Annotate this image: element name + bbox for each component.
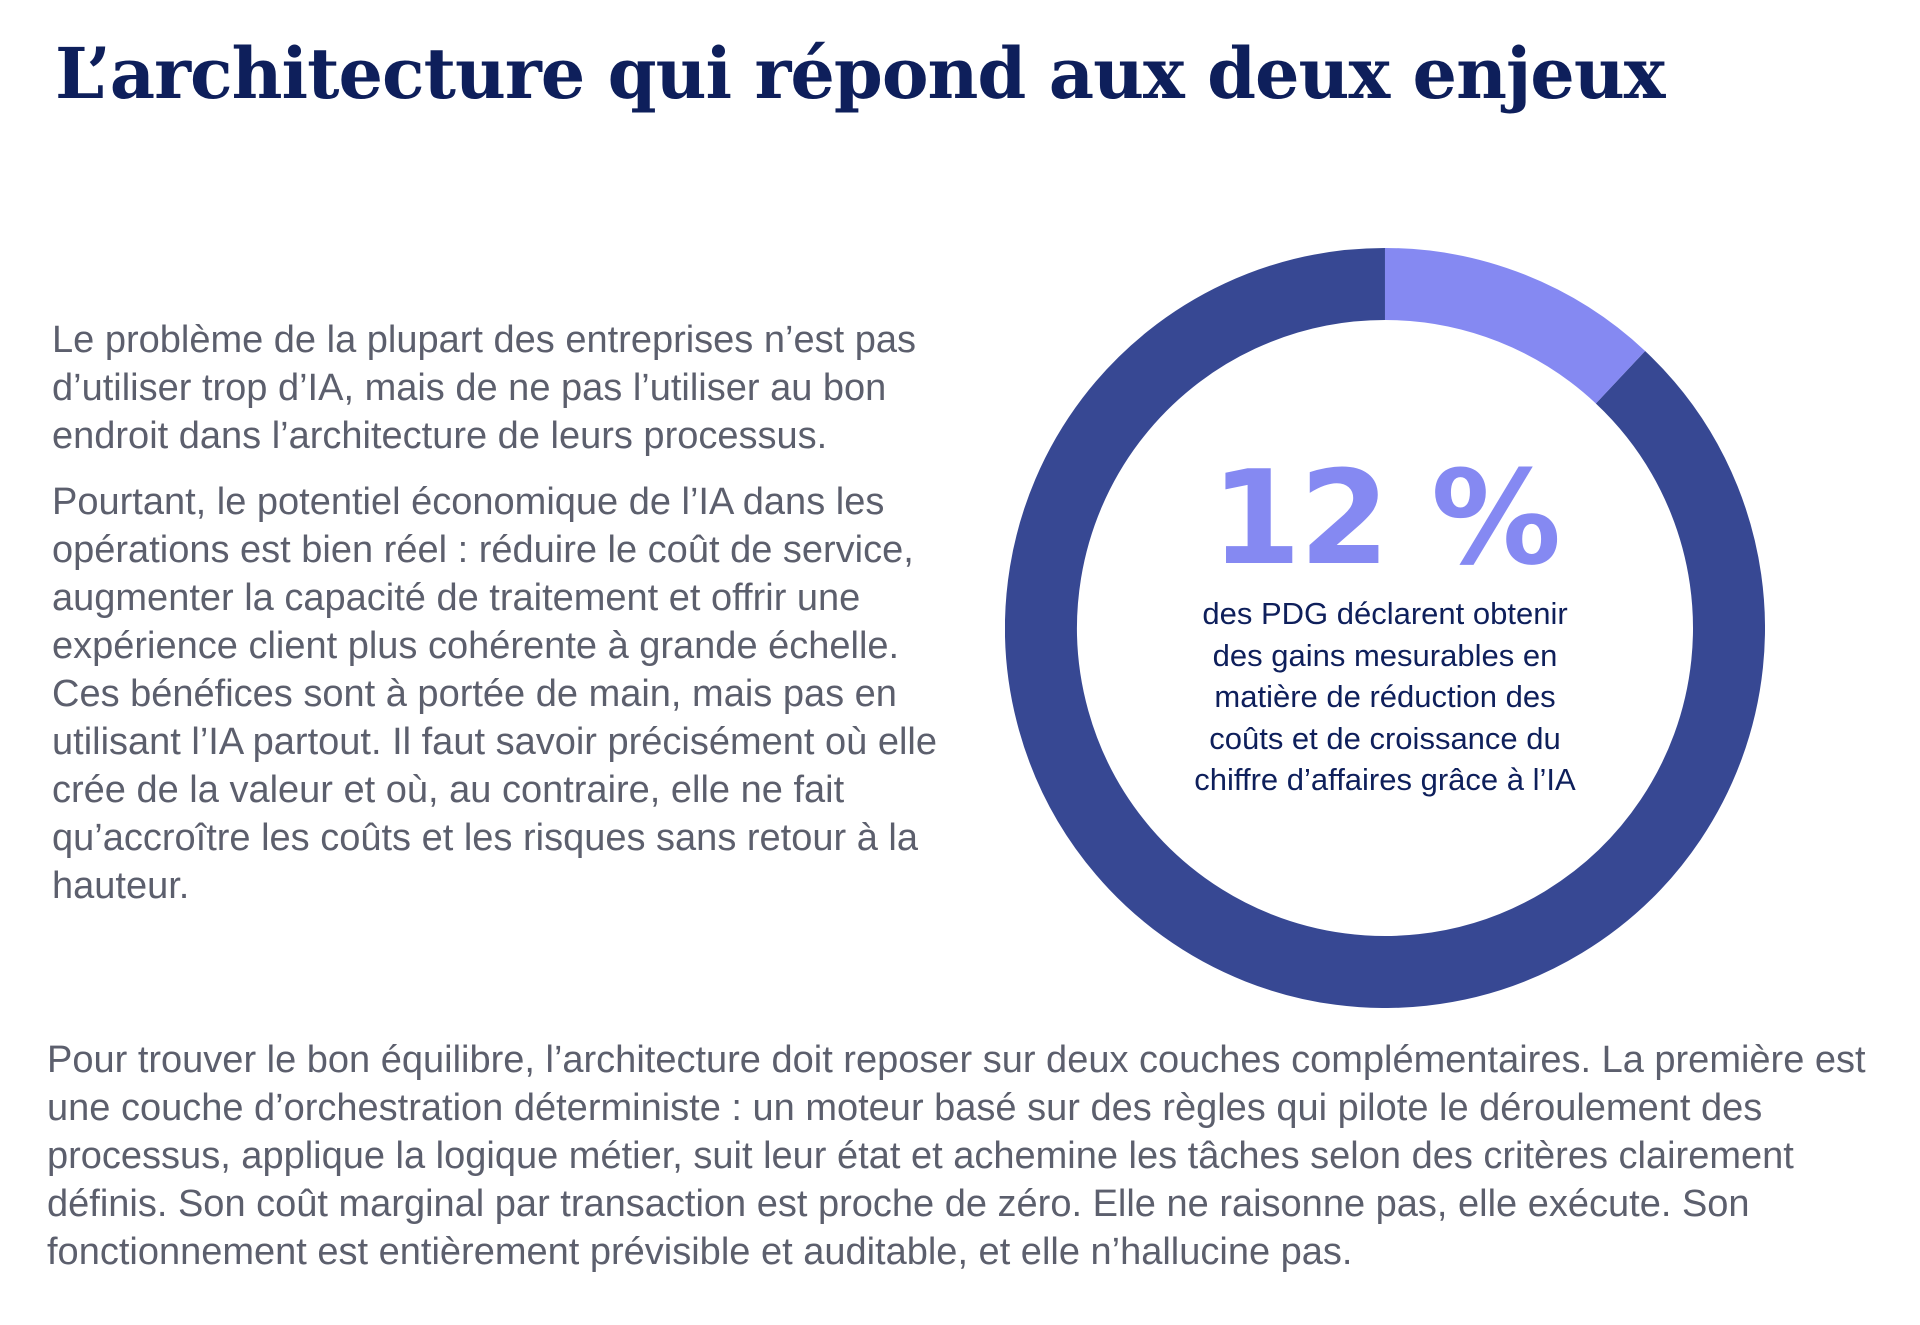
stat-value: 12 % [1210, 442, 1561, 594]
donut-segment-remainder [1005, 248, 1765, 1008]
intro-text: Le problème de la plupart des entreprise… [52, 316, 952, 910]
bottom-paragraph: Pour trouver le bon équilibre, l’archite… [47, 1039, 1866, 1273]
donut-chart [1005, 248, 1765, 1008]
page-title: L’architecture qui répond aux deux enjeu… [55, 32, 1665, 115]
donut-segment-highlight [1384, 248, 1646, 404]
intro-paragraph-1: Le problème de la plupart des entreprise… [52, 319, 916, 457]
stat-caption: des PDG déclarent obtenir des gains mesu… [1194, 596, 1576, 797]
donut-stat: 12 % des PDG déclarent obtenir des gains… [1005, 248, 1765, 1008]
intro-paragraph-2: Pourtant, le potentiel économique de l’I… [52, 481, 938, 907]
